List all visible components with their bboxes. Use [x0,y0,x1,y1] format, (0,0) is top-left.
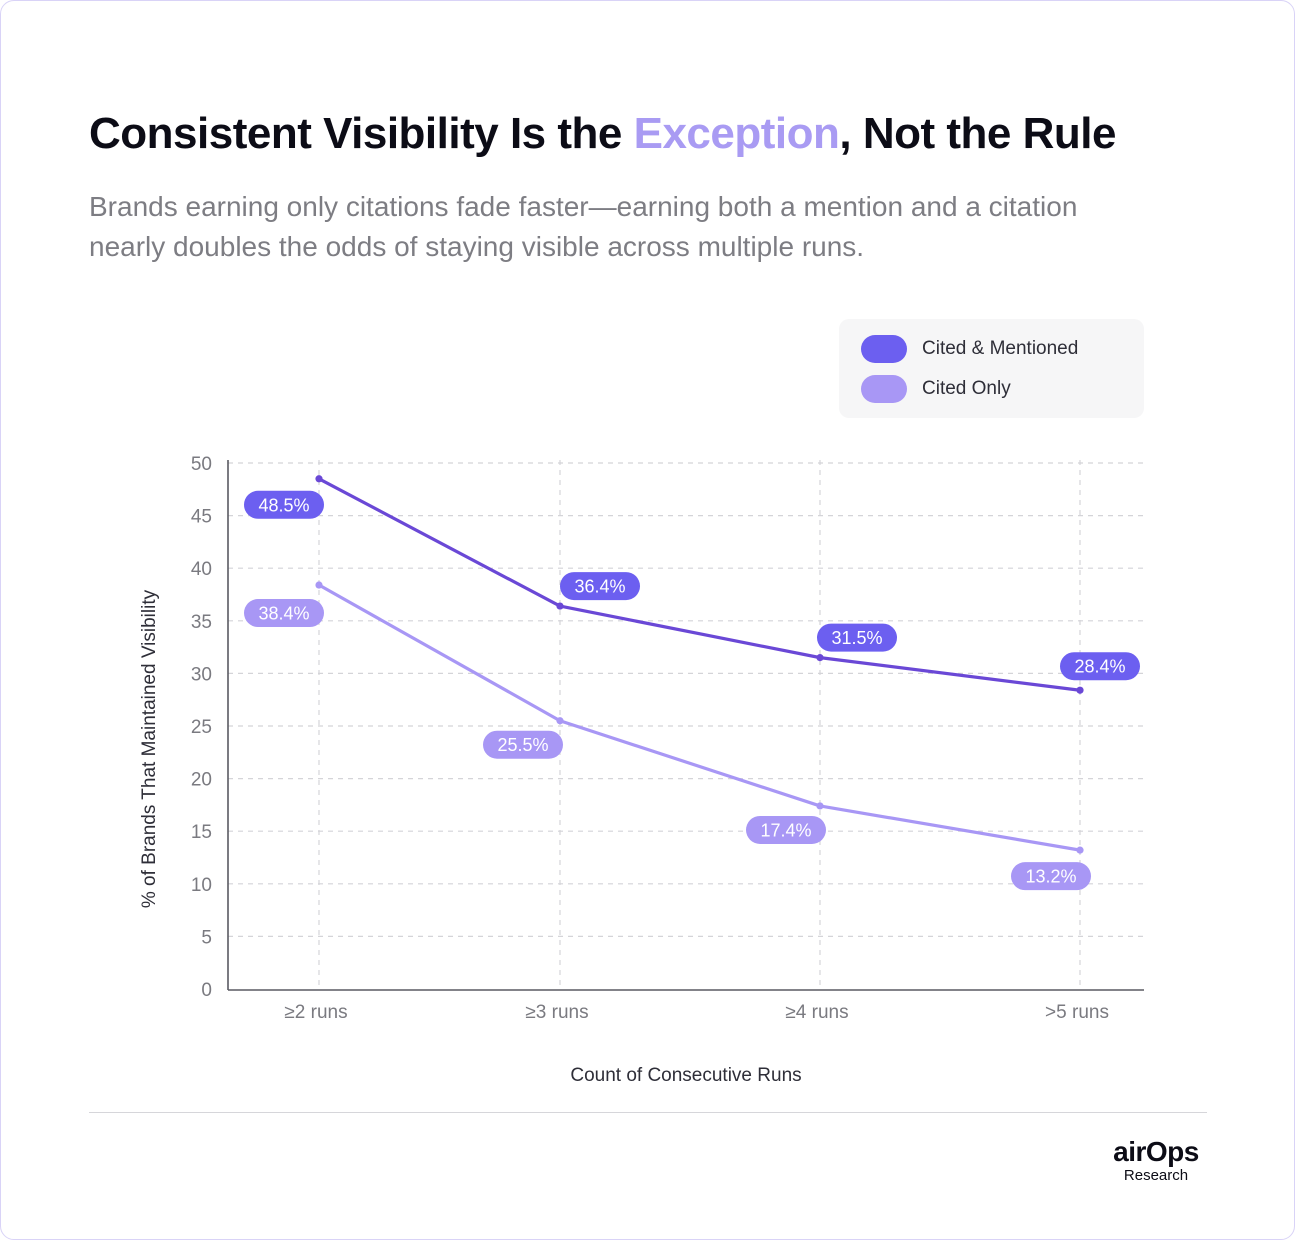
legend-label-cited-mentioned: Cited & Mentioned [922,338,1079,359]
title-text-end: , Not the Rule [839,109,1116,158]
data-point-cited-only [315,581,323,589]
title-accent-word: Exception [633,109,840,158]
data-point-cited-only [556,717,564,725]
footer-divider [89,1112,1207,1113]
y-tick-label: 10 [191,875,212,896]
y-tick-label: 15 [191,822,212,843]
data-label-pill-cited-only [1011,862,1091,891]
series-line-cited-mentioned [317,477,1082,692]
data-point-cited-mentioned [1076,686,1084,694]
y-tick-label: 0 [201,980,212,1001]
chart-legend: Cited & Mentioned Cited Only [839,319,1144,418]
x-tick-label: ≥4 runs [785,1002,848,1023]
y-axis-title: % of Brands That Maintained Visibility [139,589,160,908]
x-tick-label: >5 runs [1045,1002,1109,1023]
data-point-cited-only [1076,846,1084,854]
y-tick-label: 25 [191,717,212,738]
x-axis-title: Count of Consecutive Runs [570,1065,801,1086]
data-label-pill-cited-only [746,815,826,844]
data-label-cited-mentioned: 28.4% [1074,657,1125,677]
x-tick-label: ≥3 runs [525,1002,588,1023]
data-label-pill-cited-mentioned [1060,652,1140,681]
data-label-pill-cited-mentioned [244,490,324,519]
data-label-pill-cited-mentioned [817,623,897,652]
y-tick-label: 45 [191,507,212,528]
data-point-cited-mentioned [556,602,564,610]
data-label-cited-only: 38.4% [258,604,309,624]
legend-label-cited-only: Cited Only [922,378,1011,399]
y-tick-label: 30 [191,664,212,685]
page-subtitle: Brands earning only citations fade faste… [89,191,1078,262]
data-label-cited-only: 25.5% [497,735,548,755]
legend-swatch-cited-only [861,375,907,403]
brand-logo: airOps Research [1106,1137,1206,1185]
y-tick-label: 50 [191,454,212,475]
data-label-cited-only: 13.2% [1025,867,1076,887]
brand-name: airOps [1113,1136,1199,1167]
data-label-pill-cited-only [483,730,563,759]
title-text-start: Consistent Visibility Is the [89,109,634,158]
legend-item-cited-mentioned: Cited & Mentioned [861,334,1078,364]
series-line-cited-only [317,583,1082,852]
legend-item-cited-only: Cited Only [861,374,1011,404]
legend-swatch-cited-mentioned [861,335,907,363]
y-tick-label: 35 [191,612,212,633]
data-label-cited-only: 17.4% [760,820,811,840]
page-title: Consistent Visibility Is the Exception, … [89,109,1116,159]
data-label-pill-cited-only [244,599,324,628]
y-tick-label: 20 [191,770,212,791]
brand-subtitle: Research [1123,1167,1189,1184]
data-point-cited-only [816,802,824,810]
data-point-cited-mentioned [816,654,824,662]
y-tick-label: 40 [191,559,212,580]
data-label-cited-mentioned: 36.4% [574,577,625,597]
data-point-cited-mentioned [315,475,323,483]
data-label-cited-mentioned: 31.5% [831,628,882,648]
data-label-cited-mentioned: 48.5% [258,495,309,515]
data-label-pill-cited-mentioned [560,572,640,601]
y-tick-label: 5 [201,927,212,948]
x-tick-label: ≥2 runs [284,1002,347,1023]
